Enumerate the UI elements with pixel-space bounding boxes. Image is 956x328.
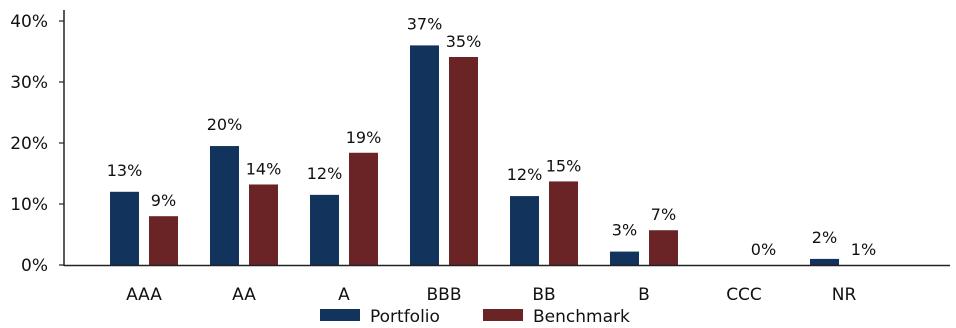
bar-benchmark-b bbox=[649, 230, 678, 265]
bar-benchmark-bb bbox=[549, 181, 578, 265]
x-tick-label: BBB bbox=[427, 285, 462, 305]
bar-portfolio-bb bbox=[510, 196, 539, 265]
bar-portfolio-bbb bbox=[410, 45, 439, 266]
x-tick-label: CCC bbox=[726, 285, 762, 305]
y-tick-label: 20% bbox=[10, 134, 48, 154]
bar-portfolio-aa bbox=[210, 146, 239, 265]
data-label: 2% bbox=[812, 228, 837, 247]
data-label: 13% bbox=[107, 161, 143, 180]
data-label: 19% bbox=[346, 128, 382, 147]
x-tick-label: AAA bbox=[126, 285, 162, 305]
data-label: 14% bbox=[246, 159, 282, 178]
x-axis: AAA AA A BBB BB B CCC NR bbox=[64, 264, 950, 305]
y-tick-label: 40% bbox=[10, 12, 48, 32]
data-label: 3% bbox=[612, 221, 637, 240]
bars bbox=[110, 45, 839, 266]
x-tick-label: BB bbox=[532, 285, 555, 305]
data-label: 7% bbox=[651, 205, 676, 224]
bar-portfolio-nr bbox=[810, 258, 839, 265]
legend: Portfolio Benchmark bbox=[320, 307, 630, 327]
data-label: 15% bbox=[546, 156, 582, 175]
x-tick-label: AA bbox=[232, 285, 256, 305]
data-label: 12% bbox=[307, 164, 343, 183]
data-label: 12% bbox=[507, 165, 543, 184]
bar-benchmark-bbb bbox=[449, 56, 478, 265]
data-label: 20% bbox=[207, 115, 243, 134]
data-label: 9% bbox=[151, 191, 176, 210]
bar-portfolio-a bbox=[310, 194, 339, 265]
y-tick-label: 10% bbox=[10, 195, 48, 215]
legend-label-portfolio: Portfolio bbox=[370, 307, 440, 327]
legend-swatch-portfolio bbox=[320, 309, 360, 321]
data-label: 0% bbox=[751, 240, 776, 259]
y-tick-label: 30% bbox=[10, 73, 48, 93]
legend-label-benchmark: Benchmark bbox=[533, 307, 630, 327]
data-label: 1% bbox=[851, 240, 876, 259]
data-label: 35% bbox=[446, 32, 482, 51]
y-axis: 0% 10% 20% 30% 40% bbox=[10, 10, 65, 276]
bar-portfolio-b bbox=[610, 251, 639, 265]
y-tick-label: 0% bbox=[21, 256, 48, 276]
bar-benchmark-aa bbox=[249, 184, 278, 265]
bar-benchmark-aaa bbox=[149, 216, 178, 265]
bar-portfolio-aaa bbox=[110, 191, 139, 265]
data-label: 37% bbox=[407, 14, 443, 33]
legend-swatch-benchmark bbox=[483, 309, 523, 321]
x-tick-label: A bbox=[338, 285, 350, 305]
x-tick-label: B bbox=[638, 285, 650, 305]
x-tick-label: NR bbox=[832, 285, 857, 305]
bar-benchmark-a bbox=[349, 152, 378, 265]
data-labels: 13%9%20%14% 12%19%37%35%12% 15%3%7%0%2%1% bbox=[107, 14, 876, 259]
